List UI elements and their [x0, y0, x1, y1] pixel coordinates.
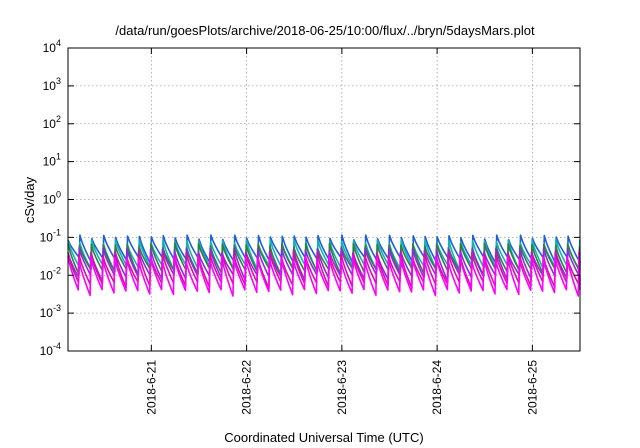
- y-tick-label: 100: [43, 190, 61, 207]
- axis-ticks: 10-4 10-3 10-2 10-1 100 101 102 103 104 2018-6-21…: [40, 38, 580, 415]
- y-axis-label: cSv/day: [22, 176, 37, 223]
- y-tick-label: 103: [43, 76, 61, 93]
- x-tick-label: 2018-6-24: [430, 360, 444, 415]
- y-tick-label: 10-3: [40, 303, 61, 320]
- chart-title: /data/run/goesPlots/archive/2018-06-25/1…: [115, 23, 535, 38]
- y-tick-label: 101: [43, 152, 61, 169]
- y-tick-label: 10-2: [40, 265, 61, 282]
- y-tick-label: 10-1: [40, 227, 61, 244]
- x-tick-label: 2018-6-23: [335, 360, 349, 415]
- x-axis-label: Coordinated Universal Time (UTC): [224, 430, 423, 445]
- series-group: [67, 234, 581, 297]
- y-tick-label: 102: [43, 114, 61, 131]
- grid: [68, 48, 580, 351]
- series-line: [67, 234, 581, 265]
- y-tick-label: 104: [43, 38, 61, 55]
- x-tick-label: 2018-6-22: [240, 360, 254, 415]
- y-tick-label: 10-4: [40, 341, 61, 358]
- series-line: [67, 255, 581, 297]
- x-tick-label: 2018-6-25: [525, 360, 539, 415]
- x-tick-label: 2018-6-21: [144, 360, 158, 415]
